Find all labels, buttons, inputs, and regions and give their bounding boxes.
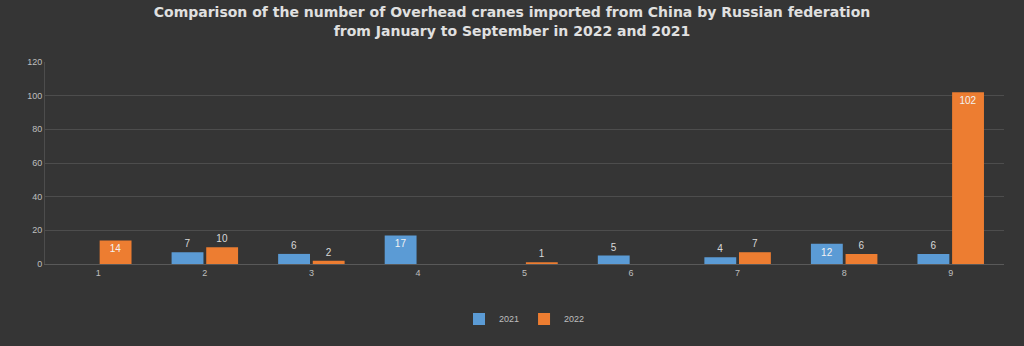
svg-text:2: 2 xyxy=(326,247,332,258)
svg-text:Comparison of the number of Ov: Comparison of the number of Overhead cra… xyxy=(154,4,870,38)
svg-text:2: 2 xyxy=(202,268,207,278)
svg-text:6: 6 xyxy=(858,240,864,251)
svg-text:12: 12 xyxy=(821,247,833,258)
svg-text:8: 8 xyxy=(842,268,847,278)
svg-text:17: 17 xyxy=(395,238,407,249)
svg-text:6: 6 xyxy=(629,268,634,278)
svg-text:6: 6 xyxy=(291,240,297,251)
svg-text:100: 100 xyxy=(27,91,42,101)
svg-text:14: 14 xyxy=(110,243,122,254)
svg-text:2022: 2022 xyxy=(564,314,584,324)
svg-text:0: 0 xyxy=(37,259,42,269)
svg-text:5: 5 xyxy=(522,268,527,278)
svg-text:120: 120 xyxy=(27,57,42,67)
svg-text:7: 7 xyxy=(185,238,191,249)
svg-text:80: 80 xyxy=(32,124,42,134)
svg-text:6: 6 xyxy=(930,240,936,251)
svg-text:9: 9 xyxy=(948,268,953,278)
svg-text:1: 1 xyxy=(539,248,545,259)
svg-text:10: 10 xyxy=(216,233,228,244)
svg-text:20: 20 xyxy=(32,225,42,235)
svg-text:3: 3 xyxy=(309,268,314,278)
svg-text:5: 5 xyxy=(611,242,617,253)
svg-text:2021: 2021 xyxy=(499,314,519,324)
svg-text:7: 7 xyxy=(752,238,758,249)
svg-text:102: 102 xyxy=(959,95,976,106)
svg-text:1: 1 xyxy=(96,268,101,278)
svg-text:60: 60 xyxy=(32,158,42,168)
svg-text:4: 4 xyxy=(717,243,723,254)
svg-text:40: 40 xyxy=(32,192,42,202)
svg-text:4: 4 xyxy=(415,268,420,278)
svg-text:7: 7 xyxy=(735,268,740,278)
